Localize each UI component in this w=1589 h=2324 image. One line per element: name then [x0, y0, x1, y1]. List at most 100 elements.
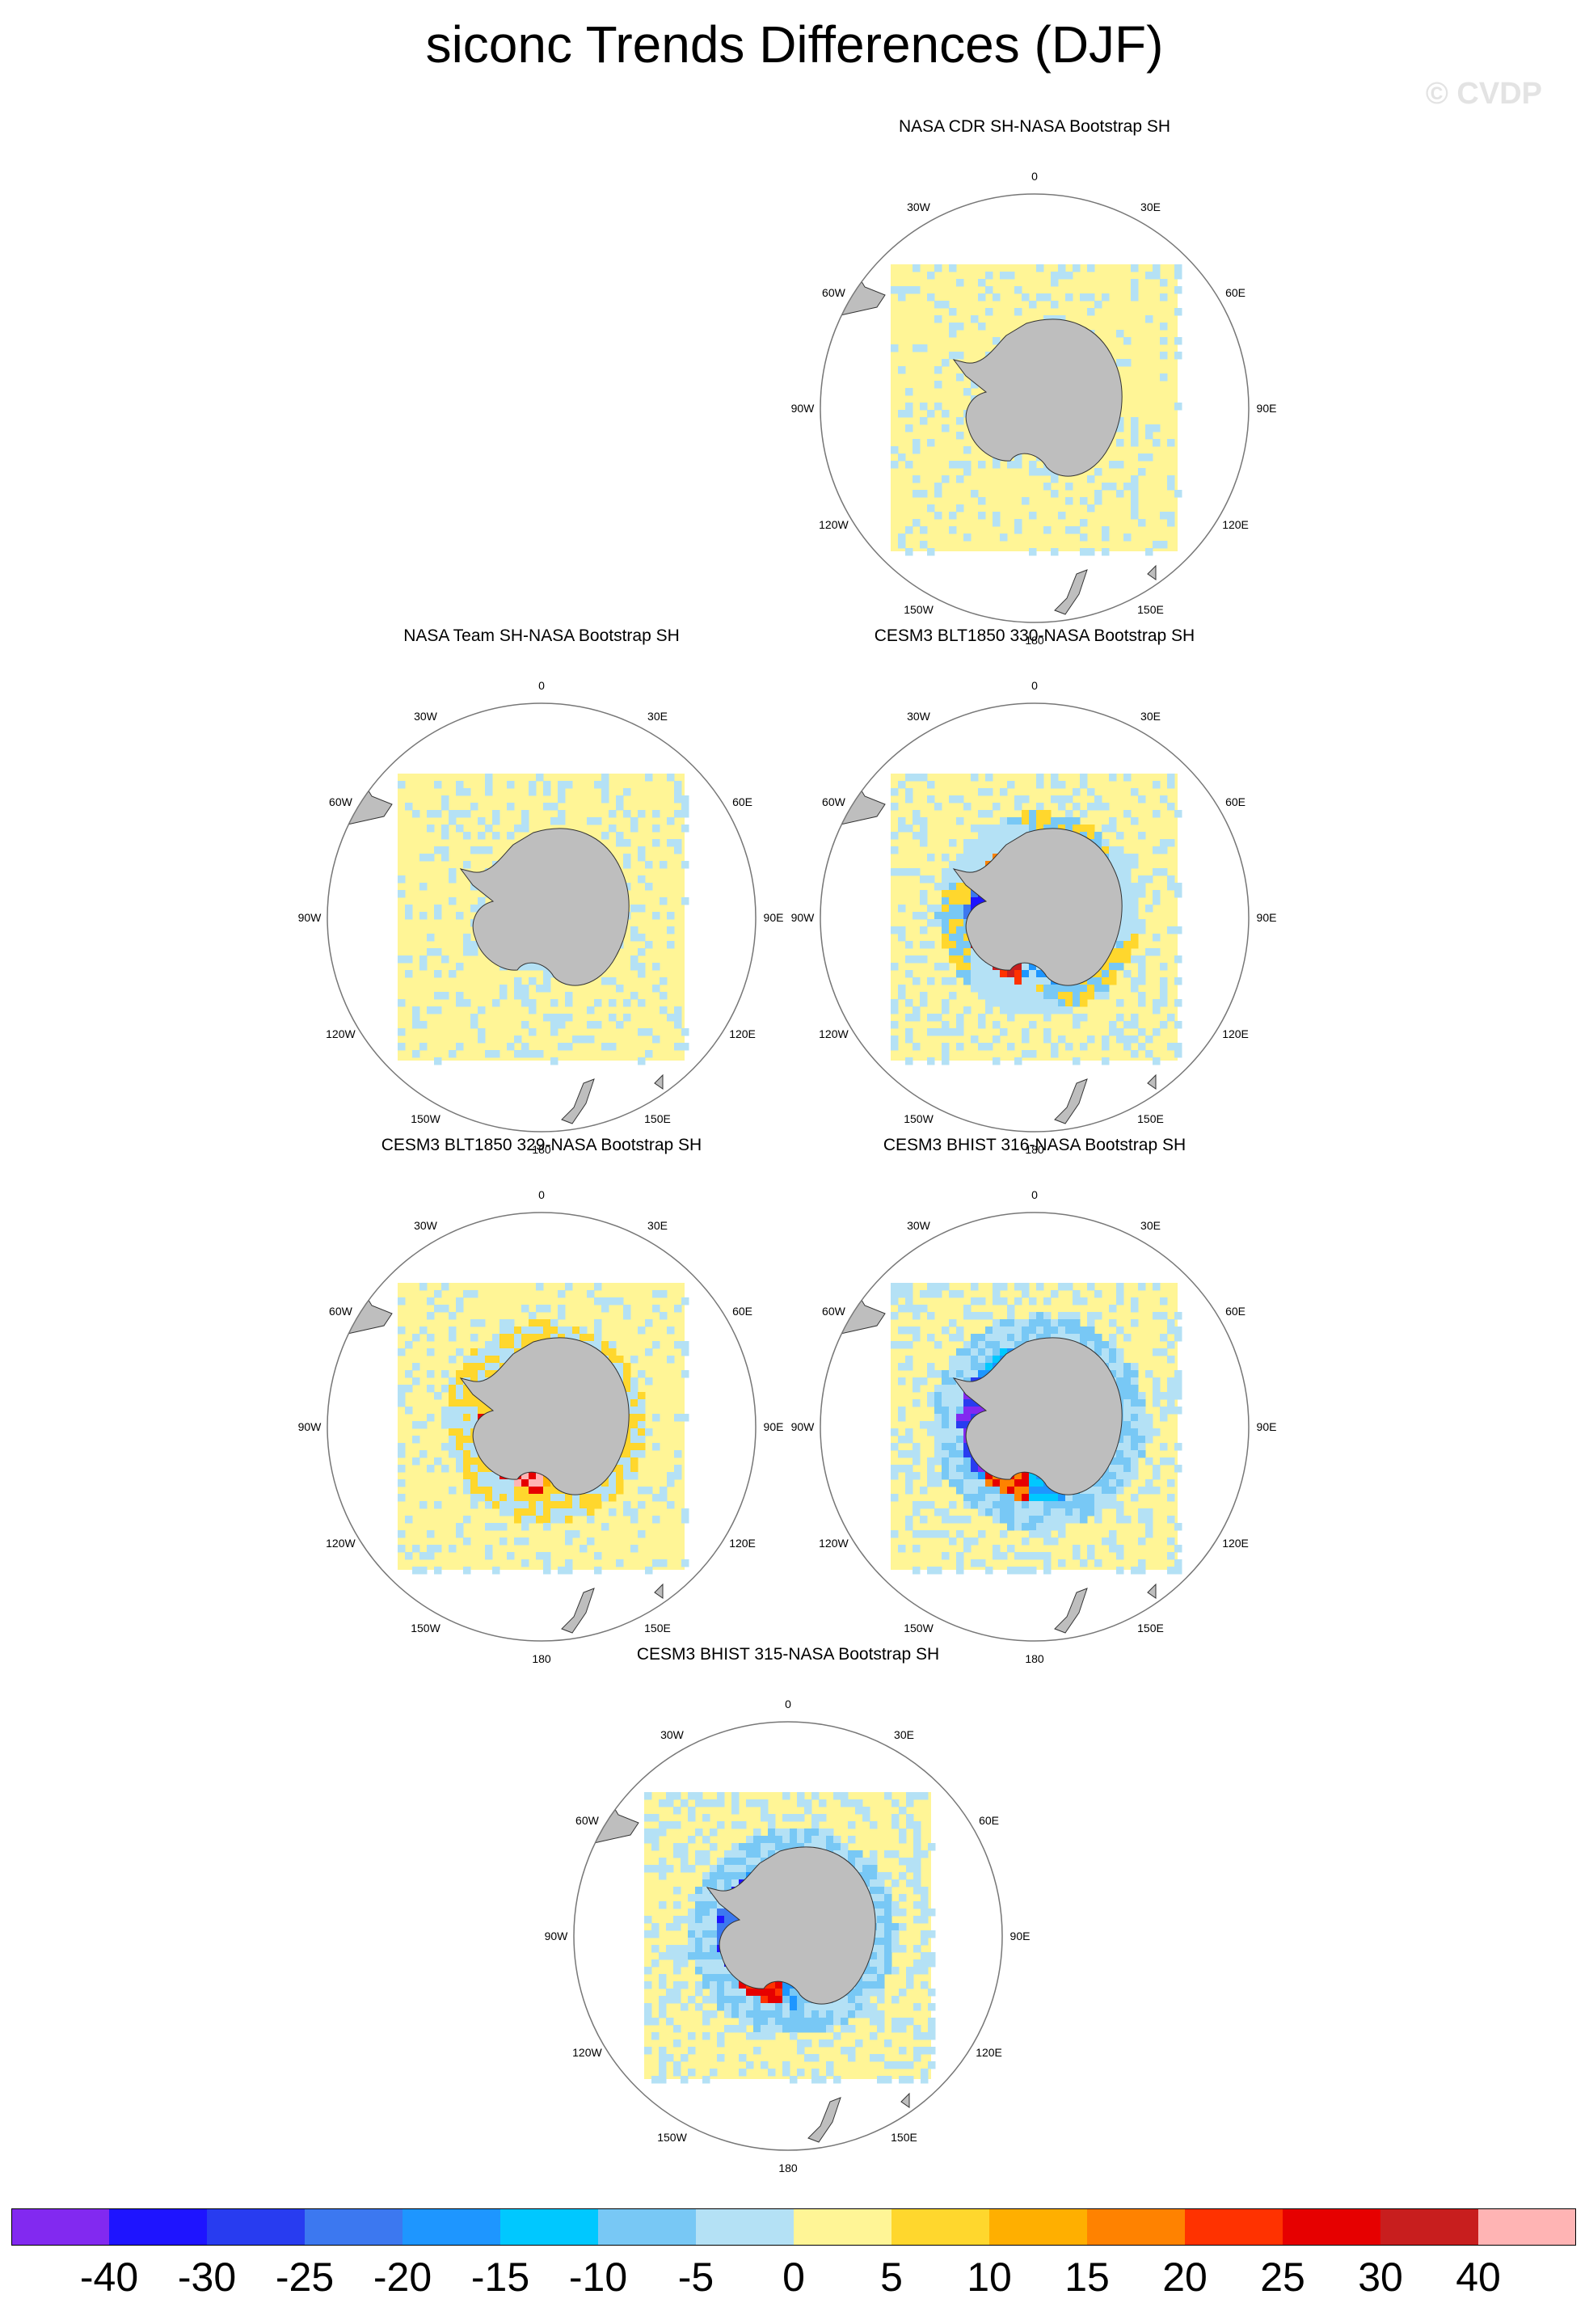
grid-cell — [644, 1814, 652, 1822]
grid-cell — [681, 1508, 689, 1516]
island-landmass — [1147, 1073, 1157, 1090]
grid-cell — [920, 832, 928, 840]
grid-cell — [1043, 1326, 1052, 1335]
grid-cell — [550, 1057, 558, 1065]
grid-cell — [920, 1377, 928, 1386]
grid-cell — [1043, 992, 1052, 1000]
grid-cell — [956, 919, 964, 927]
grid-cell — [942, 1436, 950, 1444]
grid-cell — [623, 1312, 631, 1320]
polar-map — [820, 1212, 1250, 1642]
grid-cell — [761, 1989, 769, 1997]
grid-cell — [1167, 1516, 1175, 1524]
grid-cell — [797, 1828, 805, 1837]
grid-cell — [529, 1494, 537, 1502]
grid-cell — [572, 1530, 580, 1538]
antarctica-landmass — [459, 828, 630, 986]
grid-cell — [913, 1858, 921, 1866]
new-zealand-landmass — [561, 1078, 595, 1124]
grid-cell — [492, 1050, 500, 1058]
grid-cell — [963, 534, 972, 542]
grid-cell — [681, 1843, 689, 1851]
grid-cell — [456, 1297, 464, 1305]
grid-cell — [1116, 868, 1124, 876]
island-landmass — [654, 1583, 664, 1599]
grid-cell — [485, 1407, 493, 1415]
grid-cell — [1138, 883, 1146, 891]
grid-cell — [1029, 1494, 1037, 1502]
grid-cell — [1116, 926, 1124, 934]
grid-cell — [1160, 1407, 1168, 1415]
grid-cell — [978, 1021, 986, 1029]
grid-cell — [412, 1567, 420, 1575]
grid-cell — [942, 1465, 950, 1473]
grid-cell — [1116, 861, 1124, 869]
grid-cell — [1123, 1399, 1132, 1407]
grid-cell — [441, 1414, 449, 1422]
grid-cell — [688, 2032, 696, 2040]
grid-cell — [927, 854, 935, 862]
grid-cell — [905, 1523, 913, 1531]
grid-cell — [1073, 1290, 1081, 1298]
grid-cell — [558, 1290, 566, 1298]
longitude-label: 60E — [1225, 285, 1246, 299]
longitude-label: 90E — [1256, 1420, 1277, 1433]
grid-cell — [638, 1530, 646, 1538]
grid-cell — [645, 774, 653, 782]
grid-cell — [1153, 1399, 1161, 1407]
grid-cell — [1160, 846, 1168, 854]
grid-cell — [913, 1472, 921, 1480]
grid-cell — [949, 1516, 957, 1524]
grid-cell — [565, 1559, 573, 1567]
grid-cell — [942, 1043, 950, 1051]
grid-cell — [1043, 999, 1052, 1007]
longitude-label: 180 — [532, 1652, 551, 1665]
grid-cell — [666, 1792, 674, 1800]
grid-cell — [1022, 1290, 1030, 1298]
grid-cell — [456, 1348, 464, 1356]
grid-cell — [492, 1356, 500, 1364]
grid-cell — [1022, 1567, 1030, 1575]
grid-cell — [1080, 1559, 1088, 1567]
grid-cell — [855, 1865, 863, 1873]
grid-cell — [419, 955, 428, 964]
grid-cell — [695, 1828, 703, 1837]
grid-cell — [456, 1392, 464, 1400]
grid-cell — [877, 2076, 885, 2084]
grid-cell — [638, 1428, 646, 1436]
grid-cell — [963, 1363, 972, 1371]
grid-cell — [1094, 490, 1102, 498]
grid-cell — [1109, 1465, 1117, 1473]
grid-cell — [660, 1290, 668, 1298]
grid-cell — [419, 883, 428, 891]
grid-cell — [1007, 992, 1015, 1000]
grid-cell — [905, 461, 913, 469]
grid-cell — [927, 1421, 935, 1429]
grid-cell — [949, 1399, 957, 1407]
grid-cell — [1073, 1494, 1081, 1502]
grid-cell — [1131, 955, 1139, 964]
grid-cell — [898, 293, 906, 302]
grid-cell — [906, 1799, 914, 1807]
grid-cell — [1116, 832, 1124, 840]
grid-cell — [913, 1967, 921, 1975]
map-frame — [327, 702, 757, 1132]
grid-cell — [601, 1494, 609, 1502]
grid-cell — [1131, 788, 1139, 796]
grid-cell — [674, 1021, 682, 1029]
map-panel: CESM3 BLT1850 329-NASA Bootstrap SH 0 30E 6… — [298, 1136, 784, 1685]
grid-cell — [1167, 1457, 1175, 1466]
grid-cell — [609, 1348, 617, 1356]
grid-cell — [1000, 1487, 1008, 1495]
grid-cell — [688, 1807, 696, 1815]
grid-cell — [898, 934, 906, 942]
grid-cell — [1007, 1479, 1015, 1487]
grid-cell — [1153, 810, 1161, 818]
grid-cell — [507, 1487, 515, 1495]
grid-cell — [1131, 497, 1139, 505]
grid-cell — [906, 1981, 914, 1989]
grid-cell — [485, 774, 493, 782]
grid-cell — [1036, 1334, 1044, 1342]
grid-cell — [811, 2010, 820, 2018]
grid-cell — [536, 1334, 544, 1342]
